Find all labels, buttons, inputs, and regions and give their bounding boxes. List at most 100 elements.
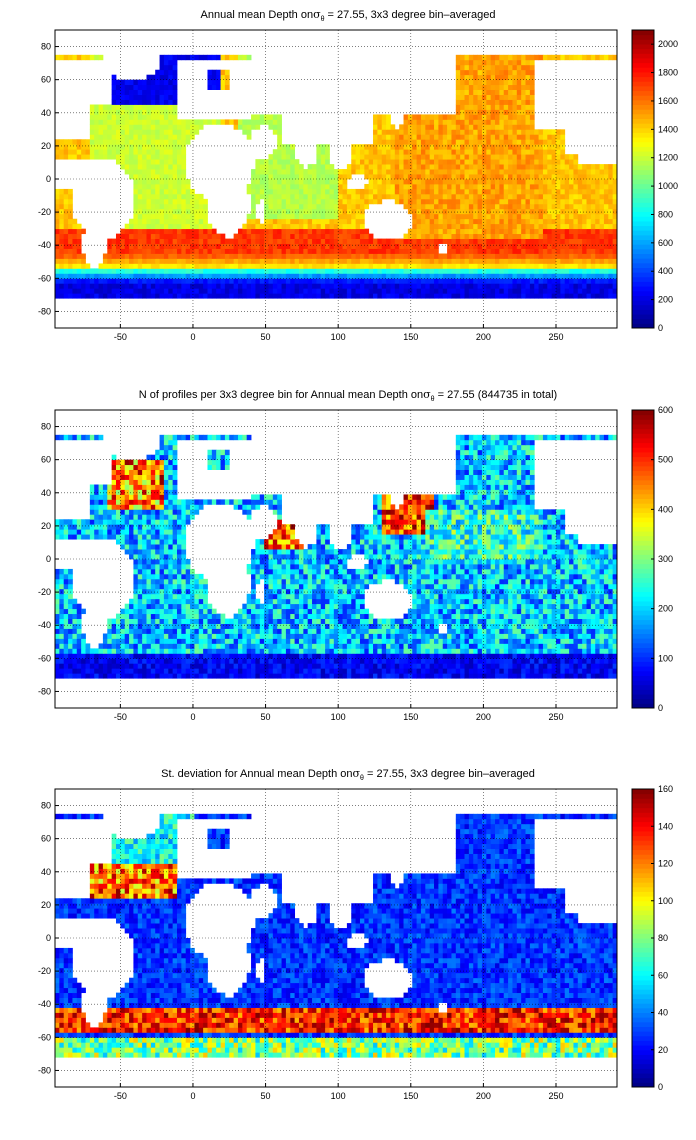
heatmap-cell [137, 129, 143, 135]
heatmap-cell [534, 223, 539, 230]
heatmap-cell [590, 183, 596, 190]
heatmap-cell [246, 653, 252, 659]
heatmap-cell [120, 154, 126, 160]
heatmap-cell [181, 213, 187, 220]
heatmap-cell [560, 129, 566, 135]
heatmap-cell [272, 193, 278, 200]
heatmap-cell [542, 668, 548, 674]
heatmap-cell [190, 668, 195, 674]
heatmap-cell [277, 144, 282, 150]
heatmap-cell [163, 293, 169, 299]
heatmap-cell [246, 243, 252, 249]
heatmap-cell [163, 74, 169, 81]
heatmap-cell [381, 169, 387, 175]
heatmap-cell [129, 124, 134, 130]
heatmap-cell [560, 283, 566, 289]
heatmap-cell [429, 293, 435, 299]
heatmap-cell [55, 243, 60, 249]
heatmap-cell [412, 174, 417, 180]
heatmap-cell [438, 149, 444, 155]
heatmap-cell [351, 673, 357, 679]
heatmap-cell [76, 228, 82, 235]
heatmap-cell [377, 193, 383, 200]
heatmap-cell [582, 668, 587, 674]
heatmap-cell [499, 273, 505, 279]
heatmap-cell [495, 109, 500, 115]
heatmap-cell [464, 89, 470, 95]
heatmap-cell [442, 658, 448, 664]
heatmap-cell [394, 144, 400, 150]
heatmap-cell [373, 164, 378, 170]
colorbar-segment [632, 123, 654, 129]
heatmap-cell [194, 668, 200, 674]
heatmap-cell [168, 149, 174, 155]
heatmap-cell [312, 238, 317, 244]
heatmap-cell [377, 174, 383, 180]
heatmap-cell [455, 278, 461, 284]
heatmap-cell [612, 54, 618, 61]
heatmap-cell [495, 258, 500, 264]
heatmap-cell [89, 119, 95, 125]
heatmap-cell [229, 653, 235, 659]
heatmap-cell [460, 188, 465, 195]
heatmap-cell [429, 228, 435, 235]
heatmap-cell [76, 673, 82, 679]
heatmap-cell [564, 154, 570, 160]
heatmap-cell [115, 119, 121, 125]
heatmap-cell [85, 149, 91, 155]
heatmap-cell [468, 164, 474, 170]
heatmap-cell [338, 183, 343, 190]
heatmap-cell [390, 164, 396, 170]
heatmap-cell [94, 114, 99, 120]
heatmap-cell [429, 164, 435, 170]
heatmap-cell [516, 188, 522, 195]
heatmap-cell [438, 193, 444, 200]
heatmap-cell [129, 293, 134, 299]
heatmap-cell [229, 268, 235, 274]
heatmap-cell [233, 273, 239, 279]
heatmap-cell [102, 129, 108, 135]
heatmap-cell [168, 129, 174, 135]
heatmap-cell [377, 288, 383, 294]
heatmap-cell [198, 203, 204, 210]
heatmap-cell [573, 193, 579, 200]
heatmap-cell [394, 658, 400, 664]
heatmap-cell [268, 213, 274, 220]
heatmap-cell [146, 188, 152, 195]
heatmap-cell [272, 663, 278, 669]
heatmap-cell [495, 114, 500, 120]
heatmap-cell [455, 179, 461, 185]
heatmap-cell [142, 99, 147, 105]
heatmap-cell [124, 293, 130, 299]
heatmap-cell [451, 258, 457, 264]
heatmap-cell [142, 89, 147, 95]
heatmap-cell [216, 653, 221, 659]
heatmap-cell [142, 109, 147, 115]
heatmap-cell [573, 653, 579, 659]
heatmap-cell [211, 253, 217, 259]
heatmap-cell [98, 149, 104, 155]
heatmap-cell [521, 268, 526, 274]
heatmap-cell [468, 174, 474, 180]
heatmap-cell [133, 288, 139, 294]
heatmap-cell [508, 673, 513, 679]
heatmap-cell [277, 663, 282, 669]
heatmap-cell [203, 119, 208, 125]
heatmap-cell [525, 69, 531, 76]
heatmap-cell [407, 134, 413, 140]
heatmap-cell [359, 223, 365, 230]
heatmap-cell [508, 79, 513, 86]
heatmap-cell [333, 258, 339, 264]
heatmap-cell [399, 124, 404, 130]
heatmap-cell [115, 658, 121, 664]
heatmap-cell [329, 248, 335, 254]
heatmap-cell [155, 114, 160, 120]
heatmap-cell [146, 144, 152, 150]
heatmap-cell [499, 169, 505, 175]
heatmap-cell [150, 253, 156, 259]
heatmap-cell [407, 663, 413, 669]
heatmap-cell [359, 193, 365, 200]
heatmap-cell [290, 159, 296, 165]
heatmap-cell [381, 179, 387, 185]
heatmap-cell [560, 233, 566, 239]
